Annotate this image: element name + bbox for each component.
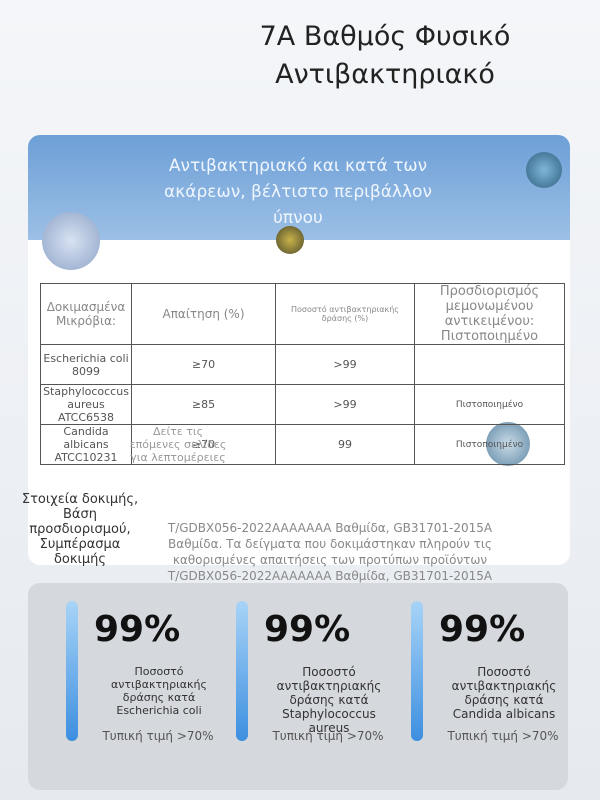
stat-bar — [236, 601, 248, 741]
cell: Escherichia coli 8099 — [40, 344, 132, 385]
stat-bar — [66, 601, 78, 741]
header-cell: Ποσοστό αντιβακτηριακής δράσης (%) — [275, 283, 415, 345]
stat-bar — [411, 601, 423, 741]
results-table: Δοκιμασμένα Μικρόβια: Απαίτηση (%) Ποσοσ… — [40, 283, 565, 465]
banner-text: Αντιβακτηριακό και κατά των ακάρεων, βέλ… — [164, 156, 432, 228]
cell: Πιστοποιημένο — [414, 384, 565, 425]
stat-label: Ποσοστό αντιβακτηριακής δράσης κατά Stap… — [276, 665, 382, 735]
stat: 99% Ποσοστό αντιβακτηριακής δράσης κατά … — [228, 583, 398, 790]
cell: Πιστοποιημένο — [414, 424, 565, 465]
germ-icon — [276, 226, 304, 254]
basis-text: T/GDBX056-2022AAAAAAA Βαθμίδα, GB31701-2… — [167, 521, 493, 599]
germ-icon — [526, 152, 562, 188]
stat-typical: Τυπική τιμή >70% — [447, 729, 559, 743]
cell: ≥70 — [131, 424, 276, 465]
header-cell: Δοκιμασμένα Μικρόβια: — [40, 283, 132, 345]
header-cell: Απαίτηση (%) — [131, 283, 276, 345]
header-cell: Προσδιορισμός μεμονωμένου αντικειμένου: … — [414, 283, 565, 345]
basis-label: Στοιχεία δοκιμής, Βάση προσδιορισμού, Συ… — [21, 492, 139, 567]
stat-value: 99% — [264, 609, 351, 650]
cell: >99 — [275, 344, 415, 385]
title: 7A Βαθμός Φυσικό Αντιβακτηριακό — [259, 21, 511, 90]
details-note: Δείτε τις επόμενες σελίδες για λεπτομέρε… — [129, 425, 227, 464]
stat: 99% Ποσοστό αντιβακτηριακής δράσης κατά … — [403, 583, 573, 790]
stat-typical: Τυπική τιμή >70% — [102, 729, 214, 743]
cell: Candida albicans ATCC10231 — [40, 424, 132, 465]
stats-panel: 99% Ποσοστό αντιβακτηριακής δράσης κατά … — [28, 583, 568, 790]
stat-label: Ποσοστό αντιβακτηριακής δράσης κατά Esch… — [111, 665, 207, 717]
stat-typical: Τυπική τιμή >70% — [272, 729, 384, 743]
cell: >99 — [275, 384, 415, 425]
germ-icon — [42, 212, 100, 270]
stat-value: 99% — [94, 609, 181, 650]
stat-label: Ποσοστό αντιβακτηριακής δράσης κατά Cand… — [451, 665, 557, 721]
stat-value: 99% — [439, 609, 526, 650]
cell: ≥85 — [131, 384, 276, 425]
cell: Staphylococcus aureus ATCC6538 — [40, 384, 132, 425]
cell: 99 — [275, 424, 415, 465]
stat: 99% Ποσοστό αντιβακτηριακής δράσης κατά … — [58, 583, 228, 790]
cell — [414, 344, 565, 385]
banner-band: Αντιβακτηριακό και κατά των ακάρεων, βέλ… — [28, 135, 570, 240]
cell: ≥70 — [131, 344, 276, 385]
